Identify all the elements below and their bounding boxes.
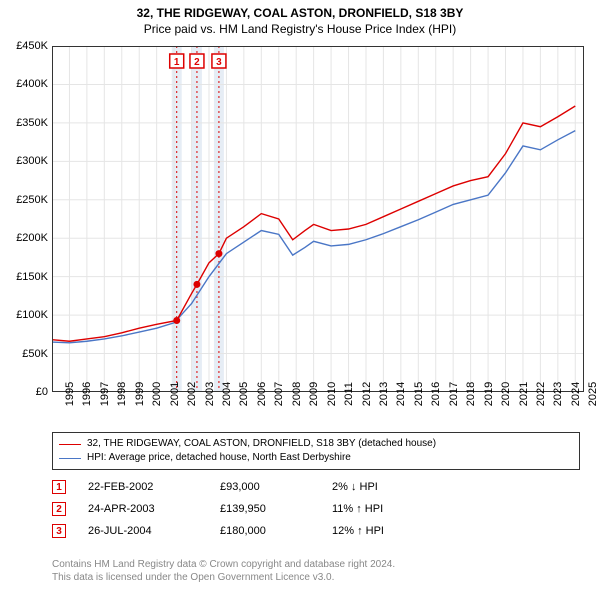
chart-title-line1: 32, THE RIDGEWAY, COAL ASTON, DRONFIELD,… [0, 0, 600, 22]
sale-price: £93,000 [220, 481, 310, 493]
y-axis-label: £0 [36, 386, 48, 398]
legend-text-property: 32, THE RIDGEWAY, COAL ASTON, DRONFIELD,… [87, 437, 436, 451]
footer-attribution: Contains HM Land Registry data © Crown c… [52, 558, 395, 584]
sale-marker-icon: 2 [52, 502, 66, 516]
legend-swatch-hpi [59, 458, 81, 459]
svg-text:3: 3 [216, 57, 222, 68]
chart-area: 123 £0£50K£100K£150K£200K£250K£300K£350K… [52, 46, 584, 392]
sale-price: £180,000 [220, 525, 310, 537]
y-axis-label: £150K [16, 271, 48, 283]
svg-text:2: 2 [194, 57, 200, 68]
chart-svg: 1 2 3 [52, 46, 584, 392]
y-axis-label: £300K [16, 155, 48, 167]
sale-date: 22-FEB-2002 [88, 481, 198, 493]
y-axis-label: £350K [16, 117, 48, 129]
sale-row: 3 26-JUL-2004 £180,000 12% ↑ HPI [52, 520, 452, 542]
footer-line2: This data is licensed under the Open Gov… [52, 571, 395, 584]
sale-marker-icon: 1 [52, 480, 66, 494]
legend-swatch-property [59, 444, 81, 445]
sale-marker-icon: 3 [52, 524, 66, 538]
figure: 32, THE RIDGEWAY, COAL ASTON, DRONFIELD,… [0, 0, 600, 590]
footer-line1: Contains HM Land Registry data © Crown c… [52, 558, 395, 571]
sale-row: 2 24-APR-2003 £139,950 11% ↑ HPI [52, 498, 452, 520]
y-axis-label: £100K [16, 309, 48, 321]
sale-pct: 12% ↑ HPI [332, 525, 452, 537]
sale-row: 1 22-FEB-2002 £93,000 2% ↓ HPI [52, 476, 452, 498]
chart-title-line2: Price paid vs. HM Land Registry's House … [0, 22, 600, 40]
svg-text:1: 1 [174, 57, 180, 68]
sale-date: 26-JUL-2004 [88, 525, 198, 537]
y-axis-label: £250K [16, 194, 48, 206]
legend-text-hpi: HPI: Average price, detached house, Nort… [87, 451, 351, 465]
sale-date: 24-APR-2003 [88, 503, 198, 515]
y-axis-label: £450K [16, 40, 48, 52]
legend-box: 32, THE RIDGEWAY, COAL ASTON, DRONFIELD,… [52, 432, 580, 470]
sale-price: £139,950 [220, 503, 310, 515]
sale-pct: 2% ↓ HPI [332, 481, 452, 493]
x-axis-label: 2025 [575, 382, 599, 406]
y-axis-label: £200K [16, 232, 48, 244]
y-axis-label: £50K [22, 348, 48, 360]
legend-row-property: 32, THE RIDGEWAY, COAL ASTON, DRONFIELD,… [59, 437, 573, 451]
sale-pct: 11% ↑ HPI [332, 503, 452, 515]
y-axis-label: £400K [16, 78, 48, 90]
legend-row-hpi: HPI: Average price, detached house, Nort… [59, 451, 573, 465]
sales-table: 1 22-FEB-2002 £93,000 2% ↓ HPI 2 24-APR-2003 £… [52, 476, 452, 542]
